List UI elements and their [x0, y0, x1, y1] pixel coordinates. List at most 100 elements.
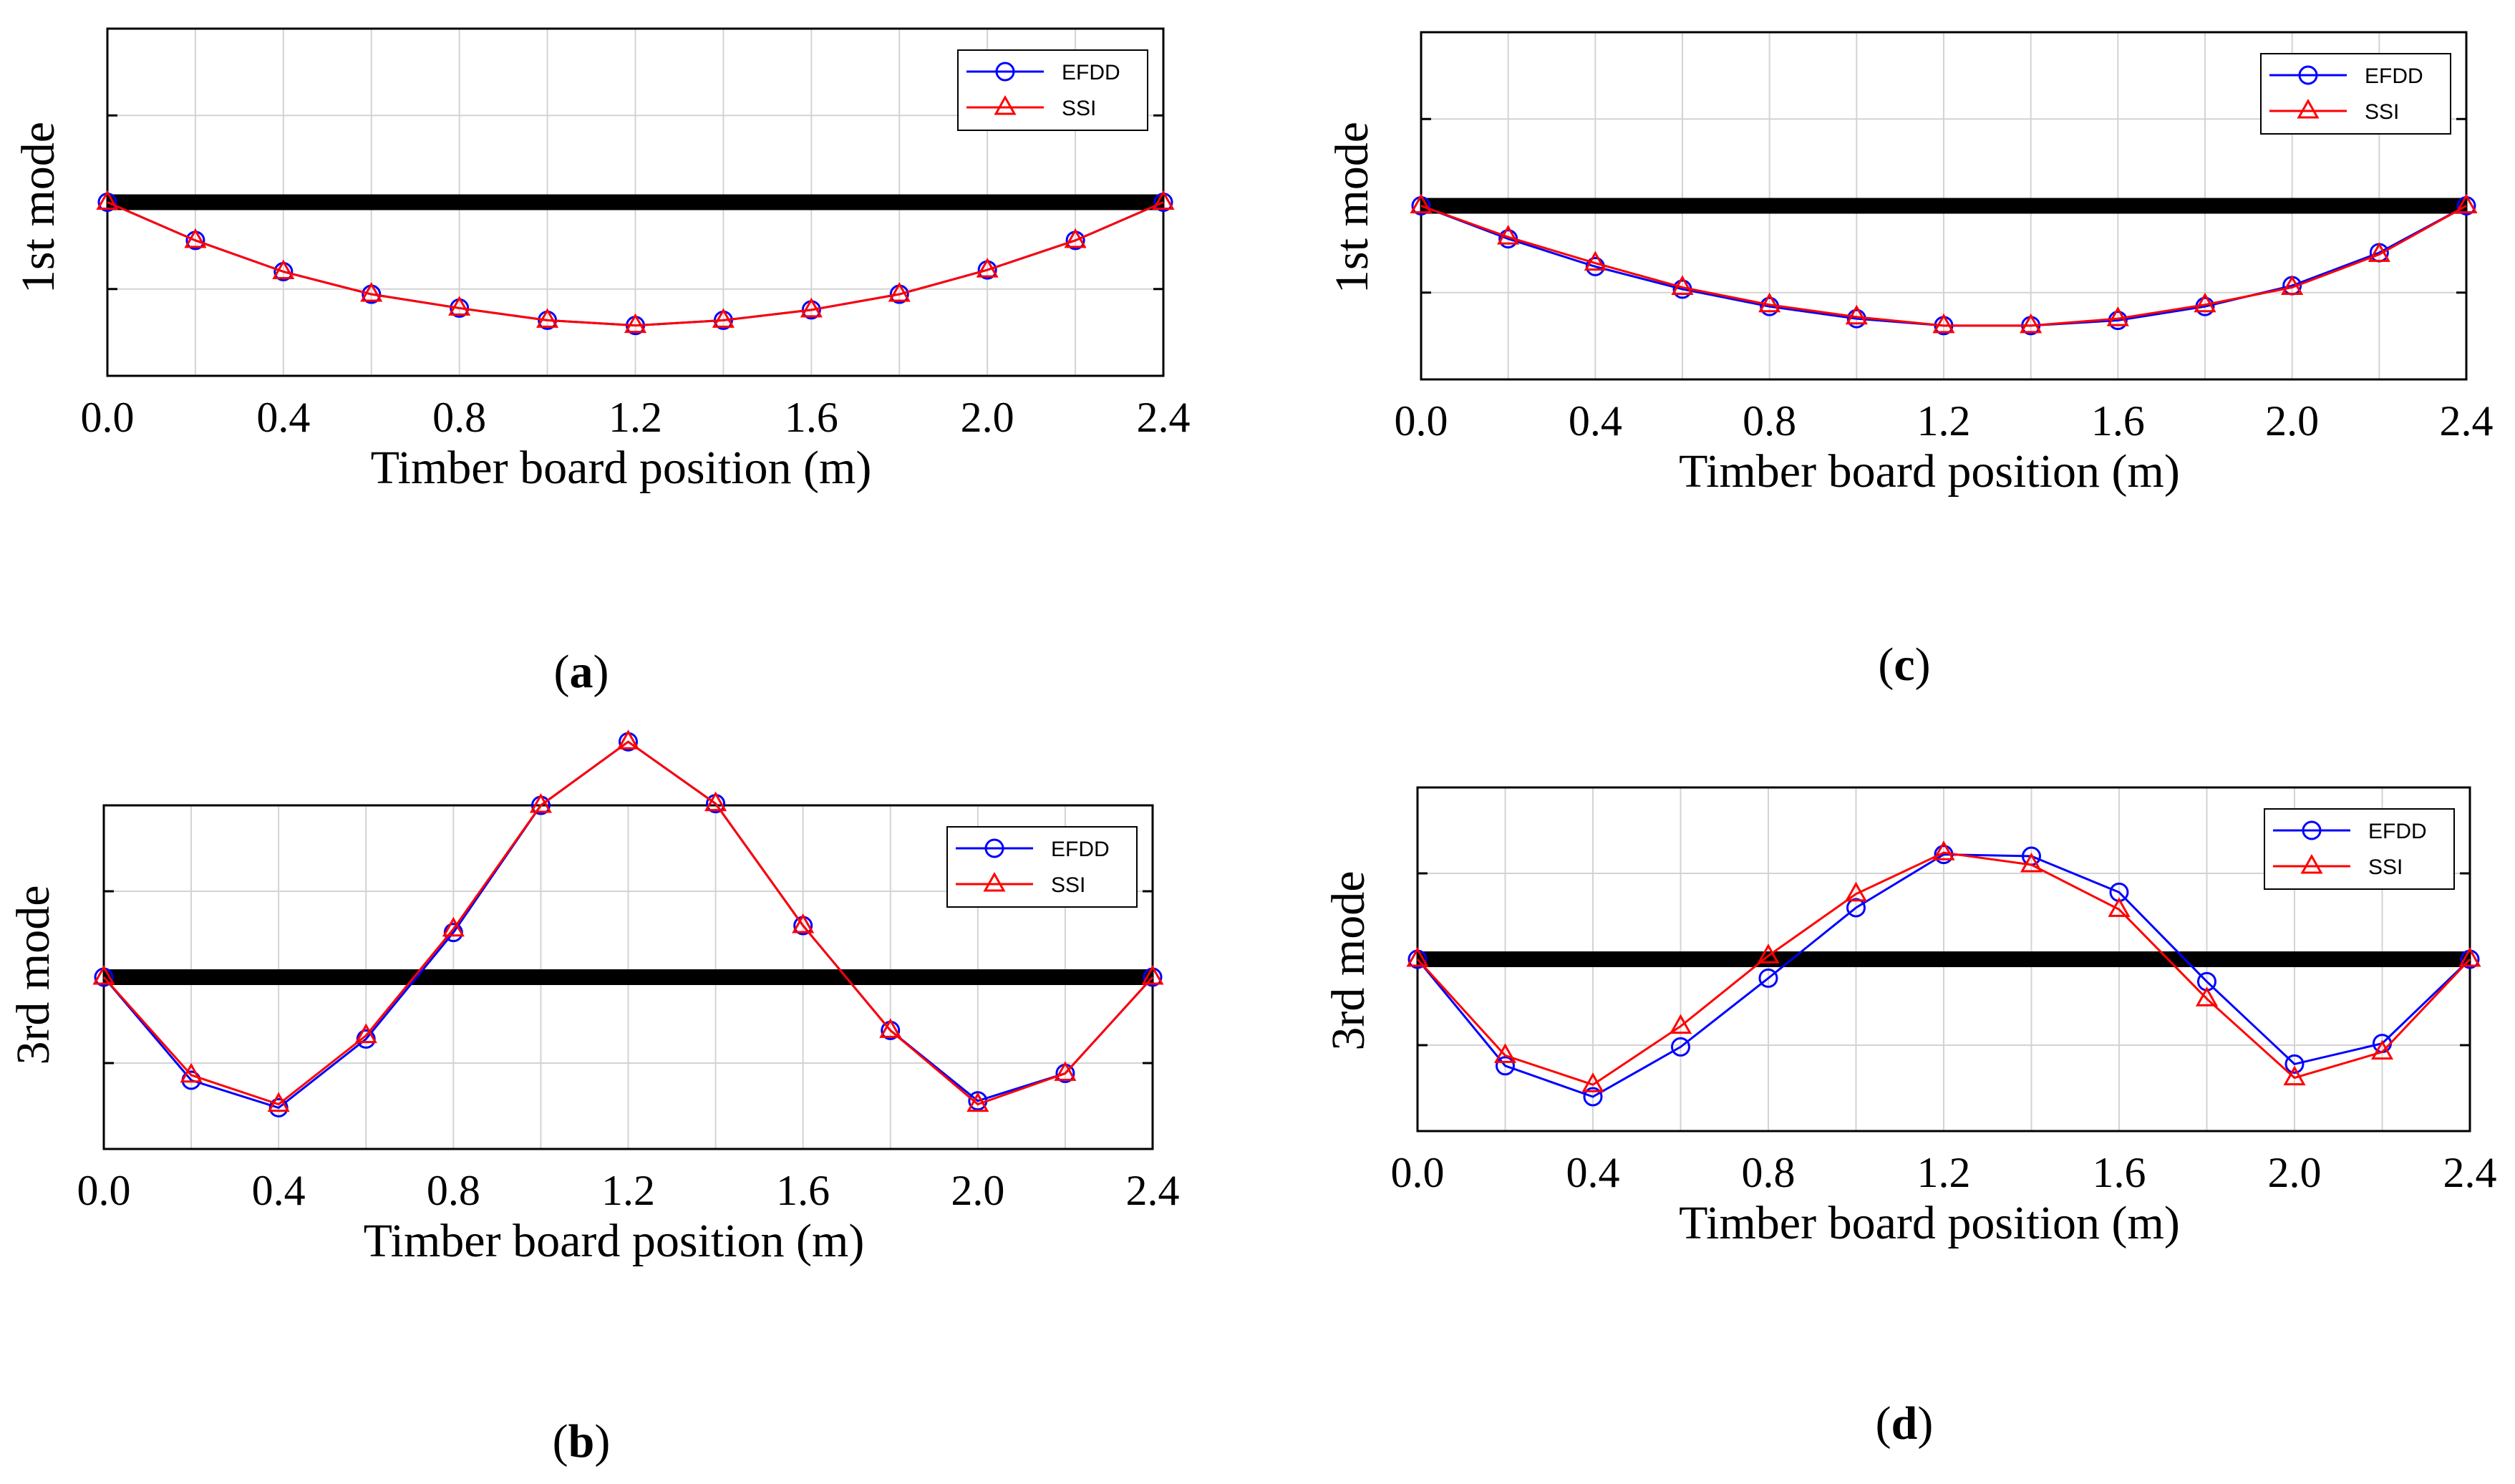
series-line-ssi [102, 740, 1154, 1106]
legend-marker-efdd [2298, 65, 2318, 85]
panel-caption: (b) [553, 1415, 611, 1468]
data-point-ssi [888, 281, 911, 302]
legend: EFDD SSI [2264, 808, 2455, 890]
legend: EFDD SSI [2260, 53, 2451, 135]
x-tick-label: 0.4 [1566, 1149, 1620, 1196]
data-point-ssi [1493, 1043, 1517, 1063]
legend-label-efdd: EFDD [2365, 64, 2423, 88]
data-point-ssi [2108, 897, 2131, 917]
data-point-ssi [354, 1023, 377, 1044]
data-point-ssi [2106, 306, 2129, 326]
data-point-ssi [1054, 1061, 1077, 1081]
y-axis-title: 1st mode [12, 122, 64, 294]
x-tick-label: 0.0 [77, 1167, 131, 1214]
data-point-efdd [2284, 1054, 2305, 1074]
data-point-ssi [529, 792, 552, 813]
legend-marker-ssi [994, 94, 1017, 115]
data-point-efdd [1496, 1056, 1515, 1076]
legend-label-efdd: EFDD [1062, 61, 1120, 84]
x-tick-label: 1.2 [1917, 397, 1971, 445]
data-point-ssi [2283, 1065, 2306, 1086]
x-tick-label: 0.8 [1743, 397, 1796, 445]
data-point-efdd [1846, 898, 1866, 918]
data-point-ssi [536, 308, 559, 328]
data-point-ssi [1669, 1014, 1692, 1034]
caption-letter: c [1894, 639, 1914, 691]
data-point-ssi [2458, 946, 2481, 967]
data-point-ssi [1497, 225, 1520, 245]
x-tick-label: 1.6 [2091, 397, 2145, 445]
data-point-ssi [616, 729, 640, 750]
x-tick-label: 0.8 [432, 394, 486, 441]
y-axis-title: 3rd mode [7, 885, 59, 1064]
legend-marker-efdd [984, 838, 1004, 858]
legend-box [2260, 53, 2451, 135]
y-axis-title: 1st mode [1326, 122, 1378, 294]
data-point-ssi [712, 308, 735, 328]
data-point-ssi [1410, 193, 1433, 213]
x-tick-label: 0.0 [1391, 1149, 1445, 1196]
caption-letter: d [1891, 1397, 1918, 1450]
data-point-efdd [1671, 1037, 1690, 1057]
data-point-ssi [1152, 190, 1175, 210]
data-point-ssi [2368, 242, 2390, 262]
x-tick-label: 2.0 [961, 394, 1014, 441]
x-tick-label: 2.4 [2440, 397, 2494, 445]
data-point-ssi [2195, 986, 2219, 1007]
panel-b: 0.0 0.4 0.8 1.2 1.6 2.0 2.4 Timber board positi… [7, 729, 1180, 1468]
data-point-ssi [96, 190, 119, 210]
legend-label-ssi: SSI [1051, 873, 1085, 897]
data-point-ssi [1581, 1072, 1604, 1092]
data-point-ssi [1584, 251, 1607, 271]
data-point-efdd [1583, 1087, 1603, 1107]
data-point-ssi [2281, 275, 2304, 295]
data-point-ssi [800, 297, 823, 318]
data-point-ssi [2370, 1039, 2394, 1060]
legend-box [946, 826, 1138, 908]
data-point-ssi [2020, 852, 2043, 873]
x-axis-title: Timber board position (m) [364, 1215, 865, 1267]
data-point-ssi [2455, 193, 2478, 213]
x-tick-label: 2.0 [2265, 397, 2319, 445]
data-point-ssi [1141, 964, 1164, 985]
x-tick-label: 1.2 [601, 1167, 655, 1214]
data-point-ssi [1845, 304, 1868, 325]
data-point-ssi [879, 1018, 902, 1038]
legend-marker-ssi [2297, 98, 2320, 119]
legend-marker-ssi [2300, 853, 2323, 874]
x-tick-label: 1.2 [1917, 1149, 1971, 1196]
series-line-ssi [1420, 205, 2467, 327]
data-point-ssi [966, 1092, 989, 1112]
x-tick-label: 0.8 [427, 1167, 480, 1214]
x-tick-label: 0.0 [81, 394, 135, 441]
data-point-ssi [360, 281, 383, 302]
legend-marker-efdd [2302, 820, 2322, 840]
x-tick-label: 0.4 [1569, 397, 1622, 445]
data-point-ssi [180, 1062, 203, 1083]
data-point-ssi [272, 259, 295, 279]
x-tick-label: 0.8 [1742, 1149, 1796, 1196]
data-point-ssi [1671, 275, 1694, 295]
x-tick-label: 2.0 [951, 1167, 1004, 1214]
data-point-ssi [184, 228, 207, 248]
x-tick-label: 1.6 [785, 394, 838, 441]
x-axis-title: Timber board position (m) [371, 442, 872, 494]
x-axis-title: Timber board position (m) [1679, 1197, 2180, 1249]
legend-label-ssi: SSI [1062, 97, 1096, 120]
legend-box [2264, 808, 2455, 890]
legend: EFDD SSI [946, 826, 1138, 908]
caption-letter: b [568, 1415, 595, 1468]
data-point-ssi [92, 964, 115, 985]
y-axis-title: 3rd mode [1322, 870, 1375, 1050]
caption-letter: a [570, 646, 593, 698]
data-point-ssi [267, 1092, 290, 1112]
x-tick-label: 1.2 [609, 394, 662, 441]
data-point-ssi [448, 296, 471, 316]
data-point-ssi [1932, 313, 1955, 334]
series-line-ssi [1416, 851, 2471, 1086]
data-point-ssi [792, 913, 815, 933]
data-point-ssi [704, 791, 727, 812]
data-point-ssi [2020, 313, 2042, 334]
x-tick-label: 2.0 [2268, 1149, 2322, 1196]
x-tick-label: 0.4 [256, 394, 310, 441]
